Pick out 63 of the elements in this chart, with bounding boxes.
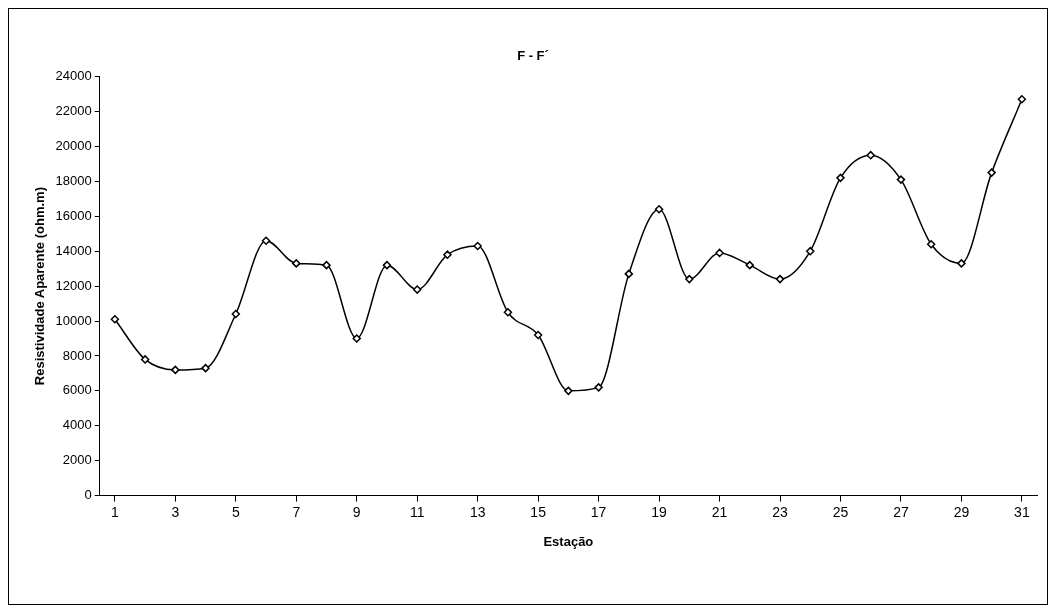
point	[503, 308, 513, 317]
x-tick-label: 23	[772, 503, 789, 520]
y-tick-label: 24000	[55, 68, 92, 84]
x-tick-label: 11	[409, 503, 425, 520]
point	[473, 241, 482, 251]
x-tick-label: 1	[110, 503, 119, 520]
x-tick-label: 5	[231, 503, 240, 520]
x-axis-title: Estação	[543, 533, 594, 549]
point	[775, 274, 785, 284]
point	[806, 246, 815, 256]
point	[896, 175, 906, 184]
point	[594, 383, 603, 392]
x-tick-label: 25	[832, 503, 849, 520]
y-axis-title: Resistividade Aparente (ohm.m)	[32, 187, 48, 386]
point	[836, 173, 845, 183]
y-tick-label: 8000	[62, 347, 92, 363]
x-tick-label: 19	[651, 503, 668, 520]
y-tick-label: 6000	[62, 382, 92, 398]
x-tick-label: 17	[590, 503, 607, 520]
point	[564, 386, 573, 396]
point	[110, 315, 120, 324]
x-tick-label: 27	[893, 503, 909, 520]
point	[533, 330, 543, 340]
point	[866, 150, 875, 160]
point	[443, 250, 452, 259]
point	[926, 239, 936, 249]
y-tick-label: 20000	[55, 138, 92, 154]
point	[412, 285, 422, 294]
point	[654, 205, 664, 214]
y-tick-label: 16000	[55, 207, 92, 223]
point	[261, 236, 271, 245]
point	[715, 248, 724, 258]
chart-title: F - F´	[517, 48, 549, 64]
y-tick-label: 12000	[55, 277, 92, 293]
point	[322, 260, 331, 270]
y-tick-label: 4000	[62, 417, 92, 433]
point	[382, 260, 392, 270]
point	[745, 260, 755, 270]
point	[171, 365, 180, 375]
x-tick-label: 3	[171, 503, 180, 520]
x-tick-label: 21	[711, 503, 728, 520]
point	[624, 269, 634, 279]
y-tick-label: 14000	[55, 242, 92, 258]
point	[1017, 95, 1027, 104]
y-tick-label: 22000	[55, 103, 92, 119]
point	[140, 355, 150, 364]
point	[201, 363, 210, 373]
y-tick-label: 18000	[55, 172, 92, 188]
x-tick-label: 9	[352, 503, 361, 520]
x-tick-label: 7	[292, 503, 301, 520]
point	[987, 168, 996, 177]
point	[685, 274, 694, 284]
point	[352, 334, 361, 343]
x-tick-label: 29	[953, 503, 970, 520]
y-tick-label: 2000	[62, 452, 92, 468]
point	[957, 259, 966, 268]
x-tick-label: 15	[530, 503, 547, 520]
x-tick-label: 13	[469, 503, 486, 520]
y-tick-label: 10000	[55, 312, 92, 328]
x-tick-label: 31	[1014, 503, 1030, 520]
point	[292, 259, 301, 268]
y-tick-label: 0	[84, 487, 92, 503]
point	[231, 309, 241, 319]
